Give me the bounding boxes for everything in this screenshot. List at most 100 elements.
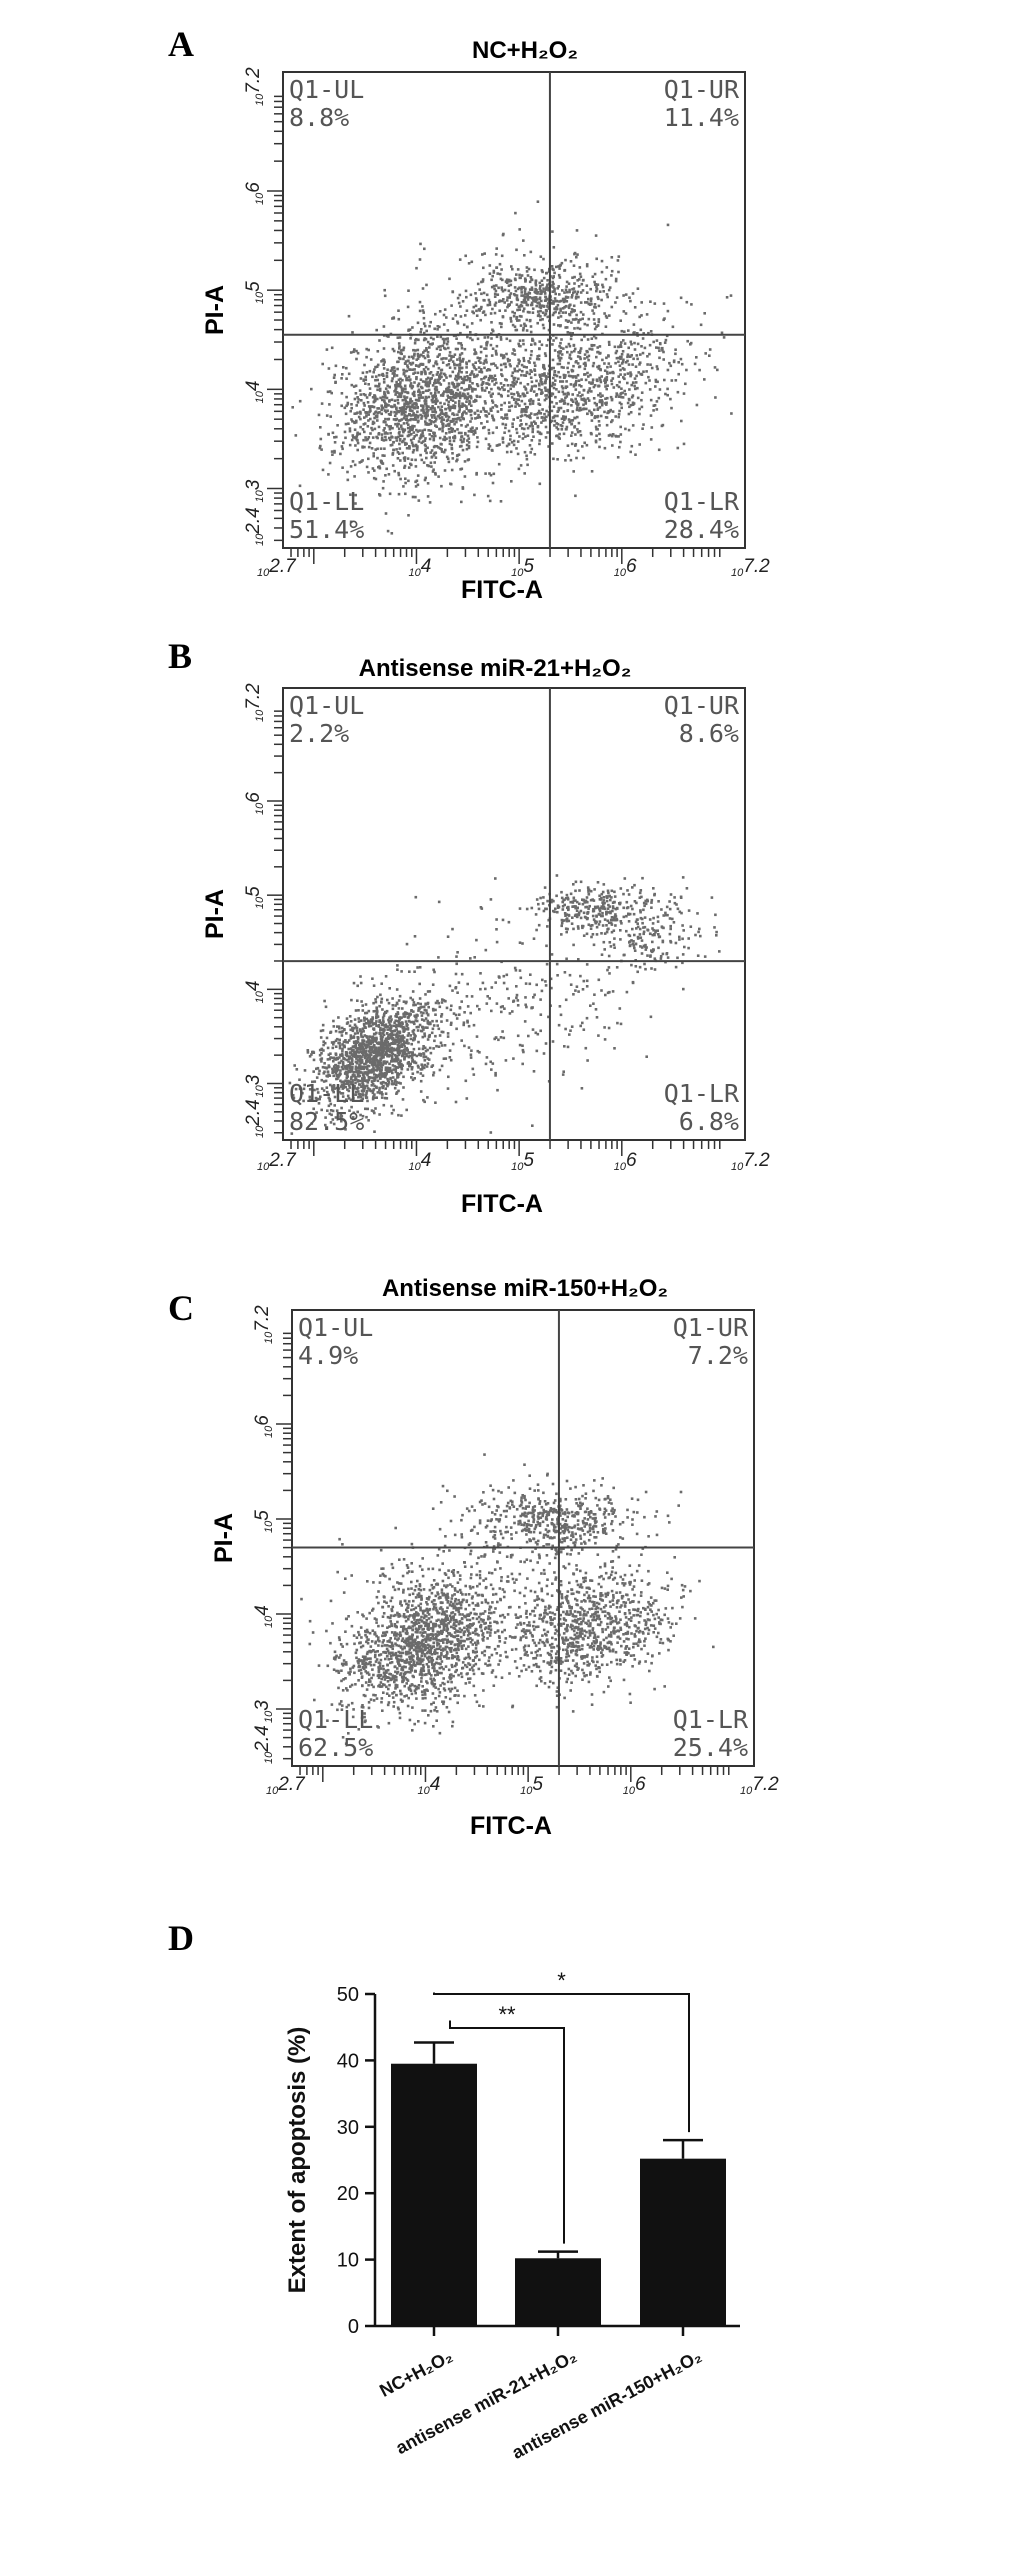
- data-point: [539, 292, 542, 296]
- data-point: [356, 433, 359, 436]
- data-point: [624, 312, 628, 315]
- data-point: [523, 290, 527, 293]
- data-point: [419, 396, 423, 399]
- data-point: [530, 278, 533, 281]
- data-point: [539, 255, 543, 258]
- data-point: [605, 378, 609, 382]
- data-point: [567, 454, 571, 457]
- data-point: [344, 1072, 348, 1075]
- data-point: [668, 361, 671, 365]
- data-point: [575, 229, 579, 232]
- data-point: [420, 1068, 424, 1071]
- data-point: [405, 421, 409, 425]
- data-point: [529, 325, 533, 328]
- data-point: [430, 399, 434, 402]
- data-point: [516, 416, 519, 419]
- data-point: [528, 372, 531, 376]
- data-point: [416, 445, 419, 448]
- data-point: [639, 353, 642, 356]
- data-point: [485, 369, 489, 372]
- data-point: [416, 384, 420, 387]
- data-point: [474, 368, 478, 371]
- data-point: [586, 391, 590, 394]
- data-point: [643, 904, 646, 908]
- data-point: [585, 443, 589, 447]
- data-point: [359, 981, 363, 985]
- data-point: [386, 1067, 389, 1071]
- data-point: [610, 274, 613, 277]
- data-point: [367, 1041, 370, 1045]
- data-point: [345, 1072, 349, 1075]
- data-point: [360, 460, 363, 463]
- data-point: [332, 376, 336, 379]
- data-point: [485, 361, 488, 364]
- data-point: [333, 436, 336, 439]
- data-point: [409, 385, 412, 388]
- data-point: [395, 448, 398, 451]
- data-point: [422, 311, 425, 314]
- data-point: [405, 377, 408, 380]
- data-point: [416, 352, 420, 356]
- data-point: [531, 339, 535, 342]
- data-point: [588, 409, 591, 413]
- data-point: [469, 331, 472, 334]
- data-point: [451, 399, 455, 402]
- data-point: [484, 313, 487, 317]
- data-point: [355, 1062, 359, 1065]
- data-point: [518, 273, 521, 277]
- data-point: [507, 278, 511, 282]
- data-point: [574, 295, 578, 299]
- data-point: [434, 424, 437, 427]
- data-point: [359, 410, 362, 414]
- data-point: [384, 410, 388, 414]
- data-point: [647, 331, 650, 335]
- data-point: [368, 1045, 371, 1049]
- data-point: [365, 1011, 369, 1015]
- data-point: [434, 391, 437, 394]
- data-point: [443, 1044, 447, 1047]
- data-point: [514, 382, 517, 386]
- data-point: [479, 318, 482, 322]
- data-point: [504, 365, 508, 369]
- data-point: [424, 411, 427, 415]
- data-point: [369, 1021, 372, 1024]
- data-point: [577, 421, 581, 425]
- data-point: [308, 1088, 312, 1091]
- data-point: [547, 288, 550, 292]
- data-point: [571, 393, 574, 396]
- data-point: [578, 278, 581, 281]
- data-point: [463, 388, 466, 392]
- data-point: [432, 452, 436, 456]
- data-point: [368, 1047, 372, 1051]
- data-point: [533, 453, 537, 456]
- data-point: [505, 450, 509, 454]
- data-point: [380, 438, 384, 441]
- data-point: [385, 1097, 389, 1100]
- data-point: [618, 380, 621, 384]
- data-point: [512, 378, 516, 382]
- data-point: [432, 1024, 436, 1027]
- data-point: [520, 291, 523, 294]
- data-point: [521, 369, 524, 373]
- data-point: [372, 1110, 375, 1113]
- data-point: [532, 390, 536, 393]
- data-point: [420, 409, 423, 412]
- data-point: [509, 387, 512, 391]
- data-point: [316, 1091, 320, 1094]
- data-point: [420, 1029, 423, 1033]
- data-point: [634, 381, 638, 384]
- data-point: [388, 438, 392, 442]
- data-point: [471, 382, 474, 385]
- data-point: [465, 407, 468, 410]
- data-point: [400, 1114, 403, 1117]
- data-point: [420, 328, 423, 331]
- data-point: [520, 301, 524, 304]
- data-point: [367, 445, 371, 449]
- data-point: [456, 388, 460, 392]
- data-point: [610, 379, 613, 382]
- data-point: [336, 1068, 340, 1071]
- data-point: [346, 1041, 349, 1044]
- data-point: [445, 412, 448, 415]
- data-point: [390, 1112, 394, 1115]
- data-point: [434, 419, 437, 423]
